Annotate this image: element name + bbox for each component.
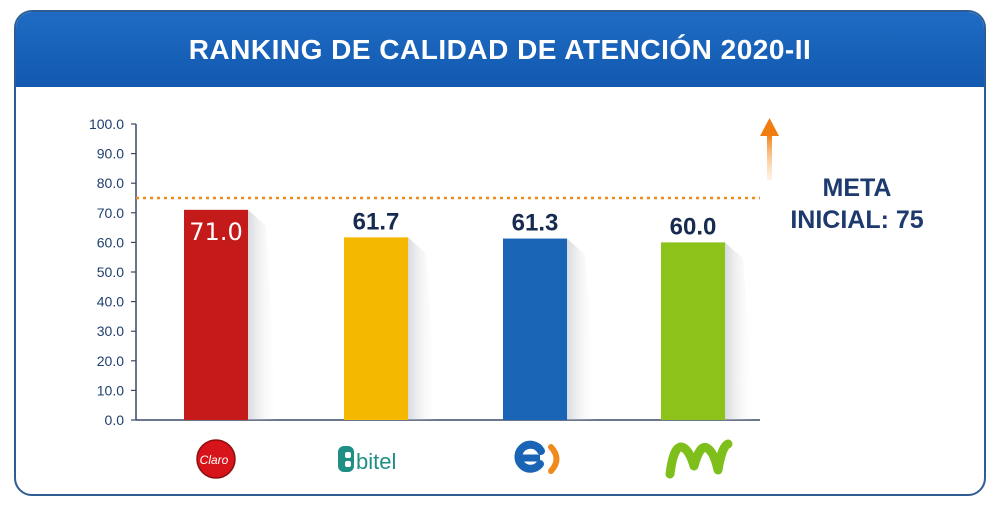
- bar-claro: [184, 209, 248, 420]
- y-tick-label: 30.0: [97, 323, 124, 339]
- y-tick-label: 60.0: [97, 234, 124, 250]
- bar-shadow: [567, 238, 597, 420]
- target-label-line1: META: [822, 174, 892, 202]
- y-tick-label: 80.0: [97, 175, 124, 191]
- value-label-entel: 61.3: [512, 210, 559, 237]
- movistar-logo: [665, 439, 733, 479]
- bitel-logo-text: bitel: [356, 449, 396, 474]
- value-label-bitel: 61.7: [353, 208, 400, 235]
- claro-logo: Claro: [196, 439, 236, 479]
- bar-bitel: [344, 237, 408, 420]
- target-label: META INICIAL: 75: [772, 172, 942, 236]
- y-tick-label: 0.0: [105, 412, 125, 428]
- bars: [184, 209, 725, 420]
- y-tick-label: 20.0: [97, 353, 124, 369]
- y-tick-label: 50.0: [97, 264, 124, 280]
- bar-shadow: [248, 209, 278, 420]
- value-label-claro: 71.0: [189, 218, 242, 246]
- y-tick-label: 40.0: [97, 294, 124, 310]
- chart-frame: RANKING DE CALIDAD DE ATENCIÓN 2020-II: [14, 10, 986, 496]
- bitel-logo: bitel: [338, 446, 396, 474]
- value-labels: 71.0 61.7 61.3 60.0: [189, 208, 716, 245]
- target-arrow: [760, 118, 779, 180]
- bar-movistar: [661, 242, 725, 420]
- y-tick-label: 10.0: [97, 382, 124, 398]
- value-label-movistar: 60.0: [670, 213, 717, 240]
- y-tick-label: 90.0: [97, 146, 124, 162]
- bar-shadow: [408, 237, 438, 420]
- bar-entel: [503, 238, 567, 420]
- target-label-line2: INICIAL: 75: [790, 206, 924, 234]
- y-tick-label: 70.0: [97, 205, 124, 221]
- claro-logo-text: Claro: [200, 453, 229, 467]
- chart-header: RANKING DE CALIDAD DE ATENCIÓN 2020-II: [16, 12, 984, 87]
- entel-logo: [514, 440, 560, 474]
- bar-shadow: [725, 242, 755, 420]
- y-axis: 0.0 10.0 20.0 30.0 40.0 50.0 60.0 70.0 80.0 90.0 1…: [89, 116, 760, 428]
- chart-title: RANKING DE CALIDAD DE ATENCIÓN 2020-II: [188, 33, 812, 65]
- y-tick-label: 100.0: [89, 116, 124, 132]
- bar-shadows: [248, 209, 755, 420]
